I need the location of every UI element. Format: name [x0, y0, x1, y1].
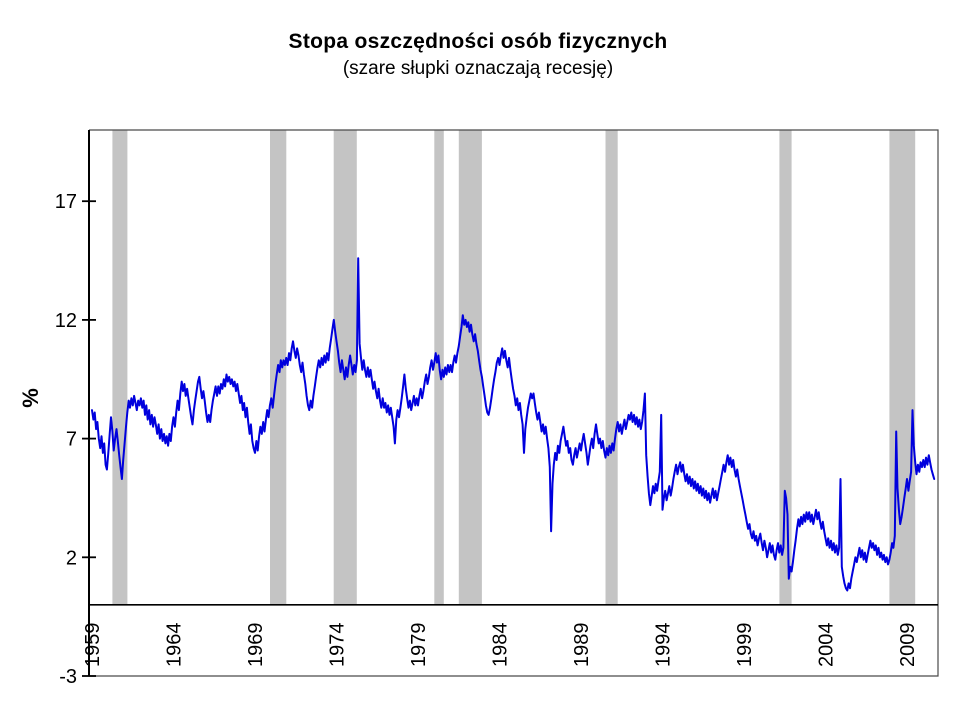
- x-tick-label: 1959: [82, 623, 104, 668]
- x-tick-label: 1969: [245, 623, 267, 668]
- y-tick-label: 2: [66, 547, 77, 569]
- x-tick-label: 1999: [734, 623, 756, 668]
- recession-band: [889, 130, 916, 605]
- x-tick-label: 1984: [490, 623, 512, 668]
- x-tick-label: 1964: [164, 623, 186, 668]
- x-tick-label: 1989: [571, 623, 593, 668]
- chart-subtitle: (szare słupki oznaczają recesję): [342, 58, 614, 79]
- recession-band: [605, 130, 618, 605]
- x-tick-label: 2004: [816, 623, 838, 668]
- y-tick-label: 12: [55, 310, 77, 332]
- recession-band: [112, 130, 128, 605]
- x-tick-label: 1974: [327, 623, 349, 668]
- chart-title: Stopa oszczędności osób fizycznych: [288, 30, 668, 53]
- x-tick-label: 1994: [653, 623, 675, 668]
- savings-rate-line: [91, 257, 936, 592]
- recession-band: [458, 130, 482, 605]
- y-tick-label: 7: [66, 429, 77, 451]
- recession-band: [779, 130, 792, 605]
- y-tick-label: 17: [55, 191, 77, 213]
- y-axis-label: %: [18, 388, 43, 408]
- x-tick-label: 2009: [897, 623, 919, 668]
- plot-frame: [89, 129, 939, 677]
- x-tick-label: 1979: [408, 623, 430, 668]
- y-tick-label: -3: [59, 666, 77, 688]
